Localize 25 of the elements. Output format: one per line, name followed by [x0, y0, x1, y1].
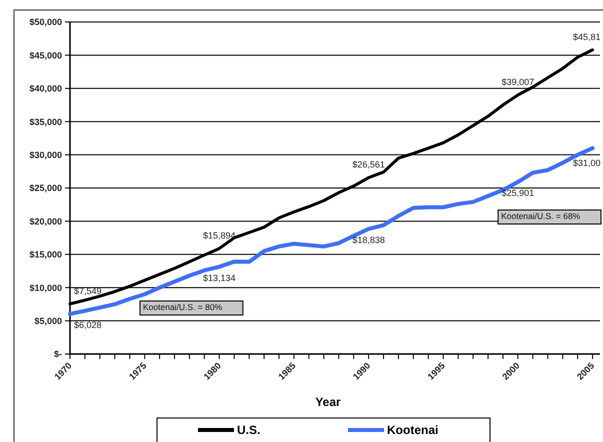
- x-axis-title: Year: [315, 395, 342, 409]
- data-label: $13,134: [203, 272, 236, 283]
- data-label: $39,007: [502, 76, 534, 87]
- annotation: Kootenai/U.S. = 68%: [501, 211, 581, 221]
- y-tick-label: $-: [54, 349, 62, 360]
- annotation: $45,81: [573, 32, 601, 42]
- data-label: $18,838: [352, 234, 385, 245]
- y-tick-label: $45,000: [29, 50, 62, 60]
- data-label: $26,561: [352, 160, 385, 170]
- data-label: $7,549: [74, 286, 102, 296]
- data-label: $25,901: [502, 188, 534, 198]
- annotation: Kootenai/U.S. = 80%: [143, 302, 223, 312]
- y-tick-label: $40,000: [29, 84, 62, 94]
- legend-label: Kootenai: [387, 423, 438, 437]
- y-tick-label: $15,000: [29, 250, 62, 260]
- legend-label: U.S.: [237, 423, 260, 437]
- y-tick-label: $30,000: [29, 150, 62, 160]
- data-label: $6,028: [74, 320, 102, 330]
- y-tick-label: $20,000: [29, 216, 62, 226]
- y-tick-label: $50,000: [29, 17, 62, 28]
- annotation: $31,00: [573, 158, 601, 168]
- y-tick-label: $25,000: [29, 183, 62, 194]
- y-tick-label: $5,000: [34, 316, 62, 326]
- y-tick-label: $35,000: [29, 116, 62, 127]
- y-tick-label: $10,000: [29, 282, 62, 293]
